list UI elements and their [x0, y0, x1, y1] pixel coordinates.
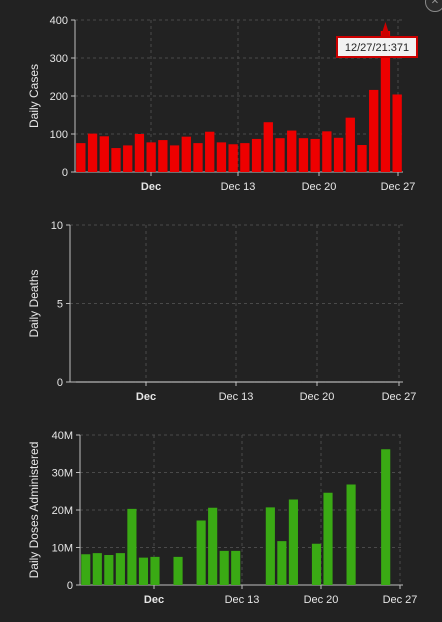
bar-cases[interactable]: [205, 131, 215, 172]
x-tick-label: Dec: [144, 594, 164, 606]
bar-doses[interactable]: [231, 550, 241, 585]
x-tick-label: Dec: [141, 181, 161, 193]
bar-cases[interactable]: [123, 145, 133, 172]
bar-doses[interactable]: [138, 557, 149, 585]
tooltip-box: [336, 36, 418, 58]
x-tick-label: Dec 27: [382, 391, 417, 403]
bar-cases[interactable]: [333, 137, 344, 172]
bar-cases[interactable]: [392, 94, 402, 172]
y-tick-label: 30M: [52, 468, 73, 480]
tooltip-pointer: [380, 22, 391, 38]
y-tick-label: 5: [57, 299, 63, 311]
bar-doses[interactable]: [196, 520, 206, 586]
y-tick-label: 10M: [52, 543, 73, 555]
x-tick-label: Dec 20: [304, 594, 339, 606]
bar-cases[interactable]: [228, 144, 238, 172]
chart-doses: 0 10M 20M 30M 40M Dec Dec 13 Dec 20 Dec 27 Daily …: [27, 430, 417, 606]
bar-doses[interactable]: [150, 556, 160, 585]
bar-doses[interactable]: [265, 507, 275, 585]
chart-cases: 0 100 200 300 400 Dec Dec 13 Dec 20 Dec 27 Daily …: [27, 15, 418, 193]
bar-doses[interactable]: [277, 541, 287, 585]
bar-cases[interactable]: [76, 143, 86, 172]
bar-cases[interactable]: [298, 138, 309, 172]
bar-cases[interactable]: [169, 145, 180, 172]
bar-doses[interactable]: [288, 499, 298, 586]
bar-doses[interactable]: [208, 507, 218, 585]
bar-cases[interactable]: [251, 138, 262, 172]
bar-cases[interactable]: [322, 131, 332, 172]
bar-doses[interactable]: [311, 543, 322, 585]
close-icon[interactable]: ✕: [425, 0, 442, 12]
bar-cases[interactable]: [158, 140, 168, 172]
bar-cases[interactable]: [216, 142, 227, 172]
bar-cases[interactable]: [369, 89, 379, 172]
bar-doses[interactable]: [381, 449, 391, 585]
x-tick-label: Dec 20: [300, 391, 335, 403]
y-tick-label: 400: [50, 15, 68, 27]
x-tick-label: Dec 13: [219, 391, 254, 403]
bar-doses[interactable]: [346, 484, 356, 586]
bar-doses[interactable]: [323, 492, 333, 585]
bar-cases[interactable]: [287, 130, 297, 172]
bar-cases[interactable]: [240, 143, 250, 172]
x-tick-label: Dec: [136, 391, 156, 403]
bar-doses[interactable]: [127, 508, 137, 585]
bar-doses[interactable]: [81, 554, 91, 585]
y-tick-label: 0: [57, 377, 63, 389]
bar-cases[interactable]: [310, 138, 320, 172]
y-axis-label: Daily Cases: [27, 64, 41, 128]
x-tick-label: Dec 13: [221, 181, 256, 193]
bar-cases[interactable]: [134, 134, 145, 172]
y-tick-label: 20M: [52, 505, 73, 517]
x-tick-label: Dec 27: [381, 181, 416, 193]
y-tick-label: 200: [50, 91, 68, 103]
x-tick-label: Dec 27: [383, 594, 418, 606]
y-tick-label: 10: [51, 220, 63, 232]
bar-cases[interactable]: [275, 138, 285, 172]
bar-doses[interactable]: [173, 556, 183, 585]
y-tick-label: 100: [50, 129, 68, 141]
bar-cases[interactable]: [380, 31, 391, 172]
x-tick-label: Dec 13: [225, 594, 260, 606]
y-axis-label: Daily Deaths: [27, 269, 41, 337]
bar-cases[interactable]: [111, 148, 121, 172]
chart-deaths: 0 5 10 Dec Dec 13 Dec 20 Dec 27 Daily Deaths: [27, 220, 416, 403]
bar-doses[interactable]: [92, 553, 102, 585]
bar-doses[interactable]: [115, 553, 125, 585]
bar-cases[interactable]: [263, 122, 273, 172]
x-tick-label: Dec 20: [302, 181, 337, 193]
bar-cases[interactable]: [193, 143, 203, 172]
bar-cases[interactable]: [99, 136, 109, 172]
bar-cases[interactable]: [345, 117, 355, 172]
tooltip-text: 12/27/21:371: [345, 42, 409, 54]
bar-cases[interactable]: [87, 133, 98, 172]
bar-cases[interactable]: [146, 142, 156, 172]
y-tick-label: 0: [62, 167, 68, 179]
y-tick-label: 40M: [52, 430, 73, 442]
bar-cases[interactable]: [181, 136, 191, 172]
y-axis-label: Daily Doses Administered: [27, 442, 41, 579]
bar-doses[interactable]: [104, 555, 114, 585]
y-tick-label: 0: [67, 580, 73, 592]
y-tick-label: 300: [50, 53, 68, 65]
bar-doses[interactable]: [219, 550, 229, 585]
bar-cases[interactable]: [357, 145, 367, 172]
